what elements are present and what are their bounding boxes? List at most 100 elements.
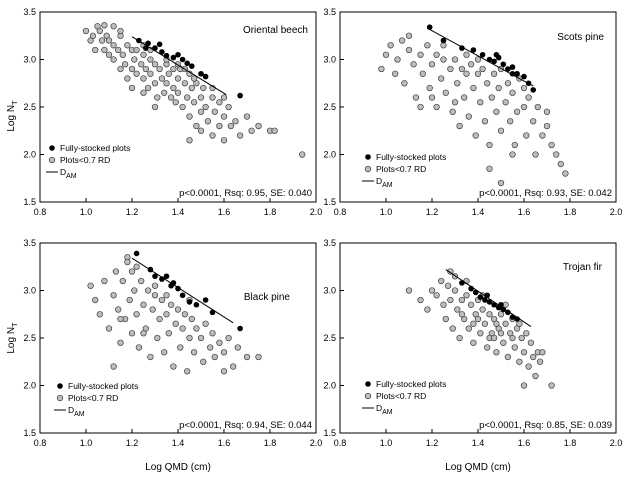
plot-point: [232, 118, 239, 125]
full-stocked-point: [505, 309, 511, 316]
y-axis-title-top: Log NT: [6, 100, 19, 132]
plot-point: [401, 80, 408, 87]
legend-full-marker: [365, 154, 371, 160]
plot-point: [458, 65, 466, 73]
plot-point: [147, 353, 154, 361]
plot-point: [110, 56, 117, 63]
plot-points: [87, 254, 262, 375]
plot-point: [144, 84, 152, 92]
plot-point: [442, 315, 449, 323]
plot-point: [207, 344, 214, 351]
plot-point: [470, 339, 477, 346]
plot-point: [167, 94, 175, 101]
plot-point: [497, 127, 505, 134]
plot-point: [467, 301, 475, 308]
plot-point: [209, 330, 216, 337]
legend-plots-label: Plots<0.7 RD: [376, 391, 426, 401]
stats-annotation: p<0.0001, Rsq: 0.93, SE: 0.042: [479, 188, 612, 199]
panel-title: Scots pine: [557, 32, 604, 43]
plot-point: [428, 287, 436, 294]
legend-plots-marker: [56, 394, 64, 402]
plot-point: [110, 292, 117, 299]
plot-point: [147, 70, 154, 77]
plot-point: [530, 118, 537, 125]
plot-point: [532, 151, 539, 158]
plot-point: [463, 70, 470, 77]
plot-point: [467, 61, 475, 68]
plot-point: [405, 32, 413, 39]
plot-point: [190, 349, 198, 356]
plot-points: [82, 22, 306, 158]
plot-point: [165, 70, 172, 77]
y-tick-label: 3.0: [23, 286, 36, 296]
plot-point: [520, 382, 528, 389]
x-tick-label: 1.8: [564, 438, 577, 448]
plot-point: [458, 296, 466, 304]
plot-point: [124, 75, 131, 82]
plot-point: [105, 325, 113, 332]
plot-point: [454, 306, 461, 313]
x-tick-label: 1.6: [218, 438, 231, 448]
plot-point: [493, 320, 500, 327]
full-stocked-point: [514, 316, 520, 322]
plot-point: [440, 56, 447, 63]
plot-frame: [39, 242, 317, 434]
plot-point: [523, 330, 530, 337]
plot-point: [405, 287, 413, 294]
x-tick-label: 1.2: [126, 207, 139, 217]
plot-point: [161, 349, 168, 356]
plot-point: [197, 94, 205, 101]
plot-point: [211, 108, 218, 115]
plot-point: [151, 282, 159, 289]
plot-point: [142, 65, 149, 73]
plot-point: [243, 353, 251, 361]
plot-point: [497, 311, 505, 318]
plot-point: [248, 127, 255, 134]
plot-point: [138, 61, 145, 68]
plot-point: [158, 296, 166, 304]
plot-point: [154, 334, 161, 342]
plot-point: [216, 339, 223, 346]
plot-point: [497, 330, 505, 337]
plot-point: [513, 108, 521, 115]
plot-point: [444, 282, 452, 289]
plot-point: [96, 27, 103, 35]
plot-point: [98, 37, 106, 44]
x-ticks: 0.8 1.0 1.2 1.4 1.6 1.8 2.0: [34, 429, 322, 448]
legend-plots-marker: [364, 392, 372, 400]
plot-point: [119, 277, 126, 285]
plot-point: [490, 70, 498, 77]
plot-point: [211, 353, 218, 361]
plot-point: [200, 358, 207, 365]
plot-point: [497, 179, 505, 187]
plot-point: [417, 296, 424, 304]
plot-point: [154, 94, 161, 101]
full-stocked-point: [184, 60, 190, 67]
plot-point: [424, 306, 431, 313]
plot-point: [87, 282, 94, 289]
x-tick-label: 1.2: [126, 438, 139, 448]
full-stocked-point: [193, 301, 200, 308]
plot-point: [128, 84, 136, 92]
plot-point: [463, 292, 470, 299]
plot-point: [115, 46, 122, 54]
plot-point: [167, 301, 175, 308]
plot-point: [490, 334, 498, 342]
full-stocked-point: [175, 51, 181, 58]
plot-point: [433, 292, 440, 299]
plot-point: [202, 320, 209, 327]
full-stocked-point: [179, 56, 186, 63]
plot-point: [507, 118, 514, 125]
plot-point: [412, 94, 420, 101]
full-stocked-point: [514, 70, 520, 77]
x-tick-label: 1.0: [80, 438, 93, 448]
plot-point: [170, 65, 177, 73]
plot-point: [225, 103, 232, 111]
plot-point: [186, 137, 193, 144]
x-tick-label: 1.0: [380, 207, 393, 217]
y-tick-label: 3.0: [23, 55, 36, 65]
plot-point: [495, 84, 502, 92]
full-stocked-point: [163, 273, 170, 280]
dam-line: [427, 27, 534, 87]
plot-point: [133, 70, 140, 77]
